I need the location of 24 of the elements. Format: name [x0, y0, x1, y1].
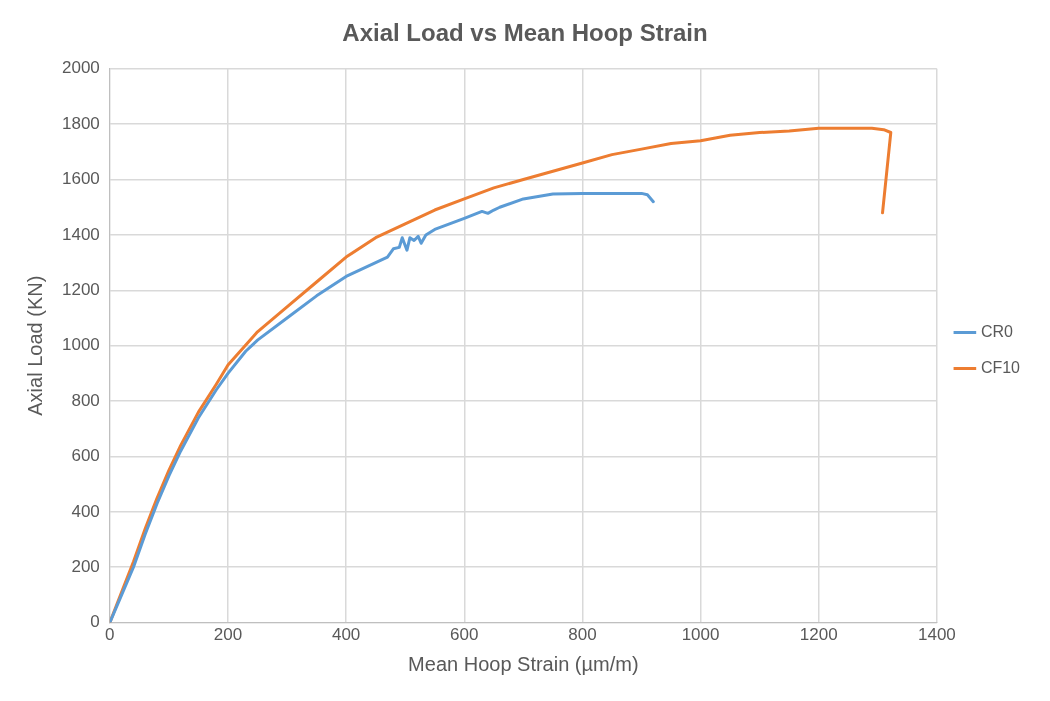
y-axis-title: Axial Load (KN) [23, 275, 46, 416]
x-tick-label: 1000 [681, 625, 720, 645]
y-tick-label: 1400 [61, 224, 100, 244]
x-tick-label: 800 [568, 625, 597, 645]
y-tick-label: 1800 [61, 113, 100, 133]
x-tick-label: 1400 [917, 625, 956, 645]
legend-label: CR0 [980, 322, 1013, 340]
y-tick-label: 400 [71, 501, 100, 521]
y-tick-label: 0 [90, 612, 100, 632]
legend-label: CF10 [980, 358, 1021, 376]
y-tick-label: 200 [71, 556, 100, 576]
x-tick-label: 400 [331, 625, 361, 645]
x-tick-label: 600 [450, 625, 479, 645]
x-axis-title: Mean Hoop Strain (µm/m) [408, 652, 639, 675]
y-tick-label: 600 [71, 446, 100, 466]
y-tick-label: 2000 [61, 58, 100, 78]
x-tick-label: 0 [105, 625, 115, 645]
x-tick-label: 1200 [799, 625, 838, 645]
chart-title: Axial Load vs Mean Hoop Strain [342, 19, 708, 47]
y-tick-label: 1200 [61, 280, 100, 300]
y-tick-label: 1600 [61, 169, 100, 189]
y-tick-label: 800 [71, 390, 100, 410]
y-tick-label: 1000 [61, 335, 100, 355]
x-tick-label: 200 [213, 625, 243, 645]
